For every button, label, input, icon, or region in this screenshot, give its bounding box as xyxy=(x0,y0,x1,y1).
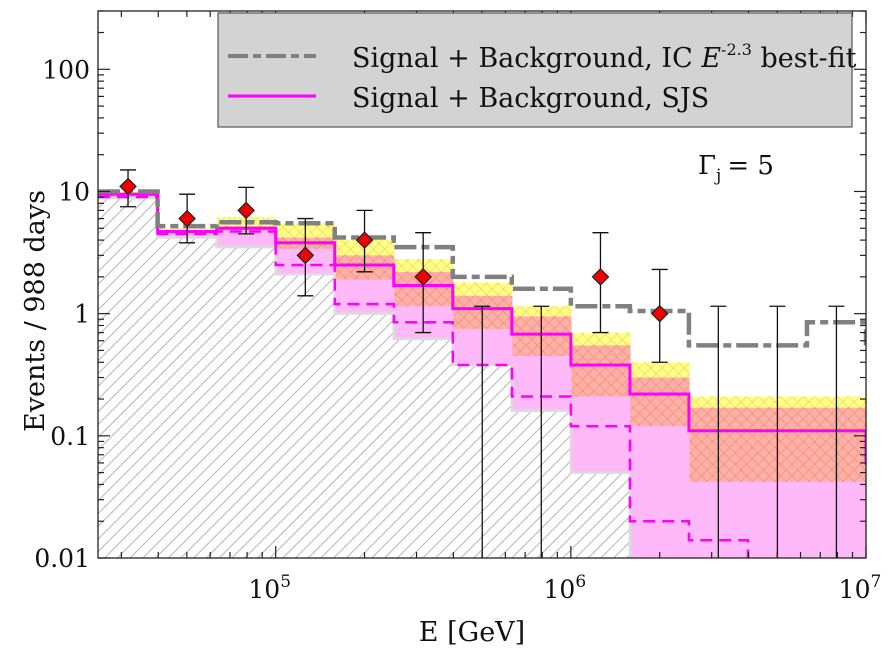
data-points xyxy=(119,169,845,558)
legend-label-ic: Signal + Background, IC E-2.3 best-fit xyxy=(352,40,857,74)
data-point-marker xyxy=(178,209,196,228)
background-hatch-bin xyxy=(393,339,454,558)
y-tick-label: 10 xyxy=(58,177,90,206)
background-hatch-bin xyxy=(157,237,218,558)
y-tick-label: 1 xyxy=(74,300,90,329)
background-hatch-bin xyxy=(216,247,277,558)
x-tick-label: 107 xyxy=(839,572,882,604)
legend-box xyxy=(217,12,853,128)
x-axis-label: E [GeV] xyxy=(419,617,525,648)
x-tick-label: 106 xyxy=(544,572,587,604)
data-point-marker xyxy=(355,231,374,249)
legend: Signal + Background, IC E-2.3 best-fit S… xyxy=(217,12,857,128)
axes: 100 10 1 0.1 0.01 105 106 107 xyxy=(34,10,882,604)
y-tick-label: 0.01 xyxy=(34,544,90,573)
data-point-marker xyxy=(296,246,315,265)
background-hatch-bin xyxy=(334,313,395,558)
y-tick-label: 100 xyxy=(42,55,90,84)
background-hatch-bin xyxy=(98,198,159,558)
data-point-marker xyxy=(414,268,433,286)
background-hatch-bin xyxy=(275,274,336,558)
background-hatch-bin xyxy=(570,472,631,558)
legend-label-sjs: Signal + Background, SJS xyxy=(352,83,709,114)
data-point-marker xyxy=(591,268,610,286)
data-point-marker xyxy=(650,304,669,323)
magenta-band-bin xyxy=(629,426,690,558)
data-point-marker xyxy=(237,201,255,220)
gamma-annotation: Γj = 5 xyxy=(698,151,774,186)
x-tick-label: 105 xyxy=(248,572,291,604)
data-point-marker xyxy=(119,177,137,196)
ic-best-fit-line xyxy=(98,189,866,348)
y-tick-label: 0.1 xyxy=(50,422,90,451)
y-axis-label: Events / 988 days xyxy=(20,190,51,432)
model-curves xyxy=(98,189,866,558)
